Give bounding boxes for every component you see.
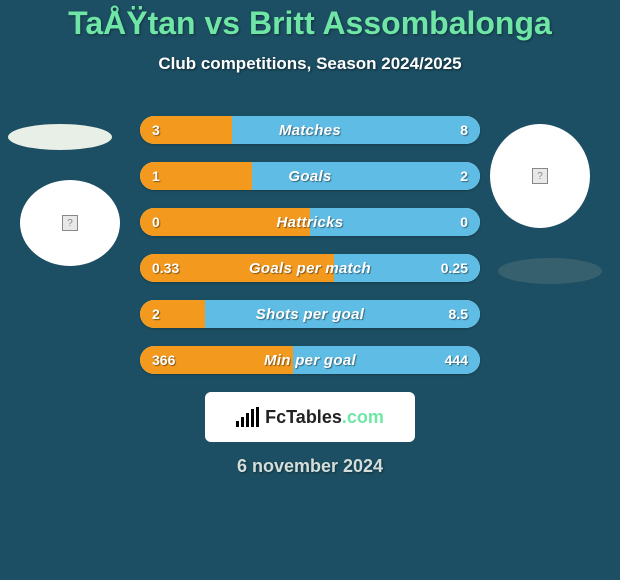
missing-image-icon: ? xyxy=(532,168,548,184)
stat-label: Goals xyxy=(140,162,480,190)
page-title: TaÅŸtan vs Britt Assombalonga xyxy=(0,5,620,42)
logo-bars-icon xyxy=(236,407,259,427)
stat-label: Matches xyxy=(140,116,480,144)
logo-text-domain: .com xyxy=(342,407,384,427)
infographic-date: 6 november 2024 xyxy=(0,456,620,477)
stats-list: 38Matches 12Goals 00Hattricks 0.330.25Goals… xyxy=(140,116,480,374)
missing-image-icon: ? xyxy=(62,215,78,231)
decorative-ellipse: ? xyxy=(20,180,120,266)
stat-label: Min per goal xyxy=(140,346,480,374)
subtitle: Club competitions, Season 2024/2025 xyxy=(0,54,620,74)
stat-label: Hattricks xyxy=(140,208,480,236)
decorative-ellipse xyxy=(8,124,112,150)
stat-row: 0.330.25Goals per match xyxy=(140,254,480,282)
logo-text: FcTables.com xyxy=(265,407,384,428)
stat-row: 38Matches xyxy=(140,116,480,144)
logo-text-main: FcTables xyxy=(265,407,342,427)
comparison-infographic: TaÅŸtan vs Britt Assombalonga Club compe… xyxy=(0,0,620,580)
stat-row: 366444Min per goal xyxy=(140,346,480,374)
stat-row: 12Goals xyxy=(140,162,480,190)
fctables-logo: FcTables.com xyxy=(205,392,415,442)
stat-row: 00Hattricks xyxy=(140,208,480,236)
stat-label: Goals per match xyxy=(140,254,480,282)
decorative-ellipse xyxy=(498,258,602,284)
stat-row: 28.5Shots per goal xyxy=(140,300,480,328)
stat-label: Shots per goal xyxy=(140,300,480,328)
decorative-ellipse: ? xyxy=(490,124,590,228)
